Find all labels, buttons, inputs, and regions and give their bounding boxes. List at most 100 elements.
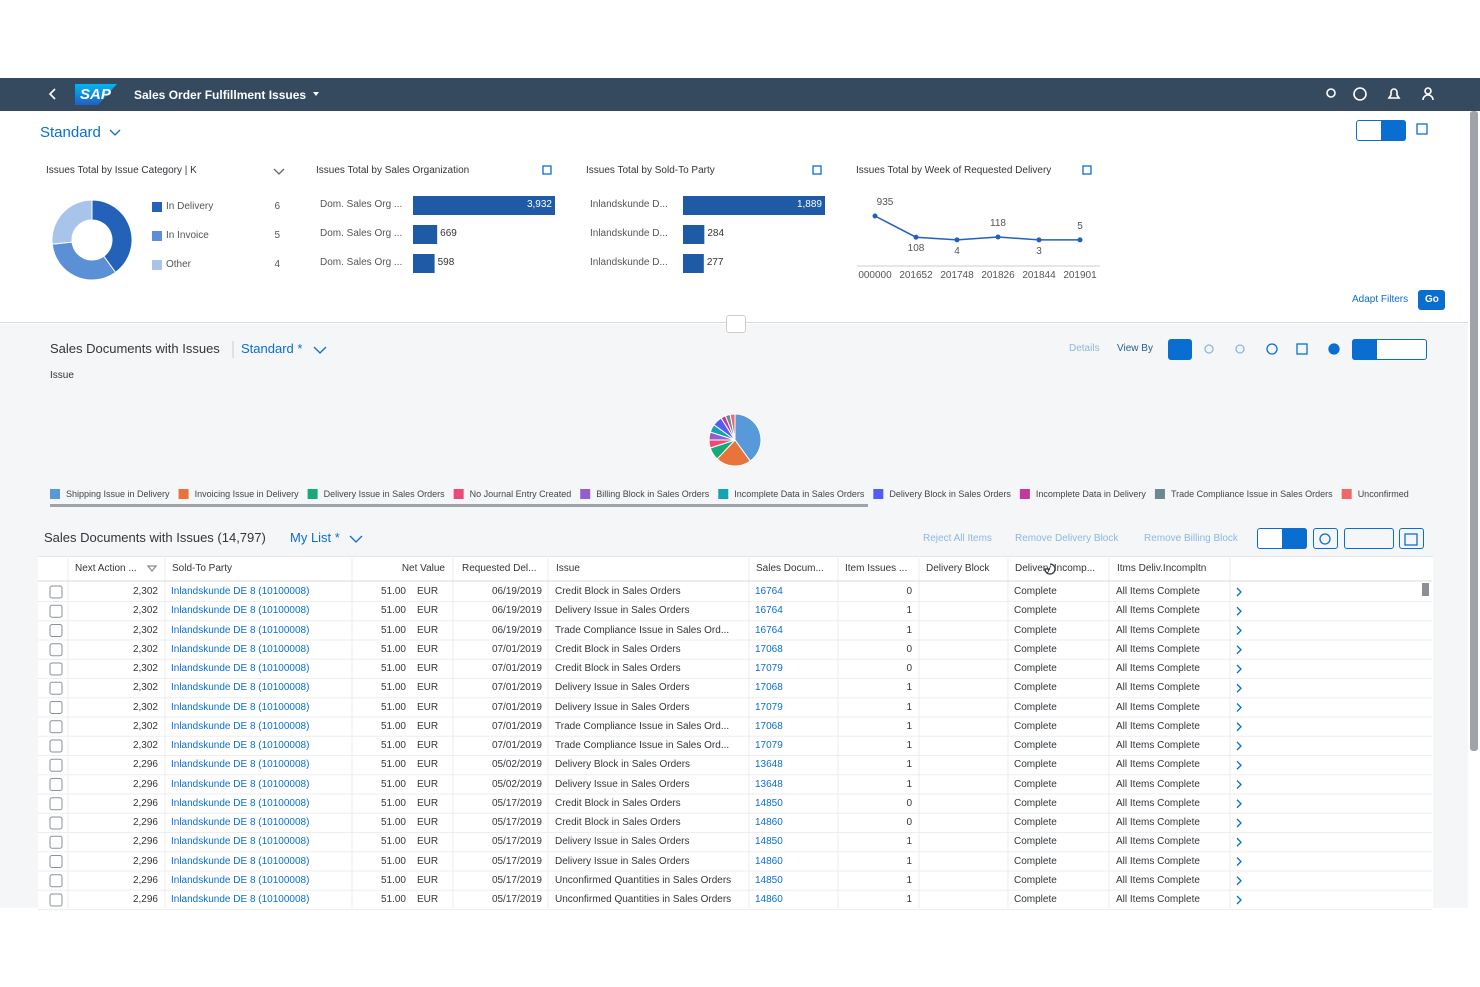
- table-fullscreen-icon[interactable]: [1404, 533, 1418, 546]
- cell-link[interactable]: Inlandskunde DE 8 (10100008): [171, 643, 310, 655]
- legend-label[interactable]: Unconfirmed: [1357, 489, 1409, 499]
- cell-link[interactable]: 16764: [755, 586, 783, 597]
- legend-label[interactable]: Incomplete Data in Delivery: [1035, 489, 1146, 499]
- cell-link[interactable]: 14850: [755, 836, 783, 848]
- cell-link[interactable]: Inlandskunde DE 8 (10100008): [171, 778, 310, 790]
- cell-link[interactable]: Inlandskunde DE 8 (10100008): [171, 836, 310, 848]
- row-checkbox[interactable]: [49, 701, 63, 714]
- card-chevron[interactable]: [273, 168, 285, 175]
- export-button[interactable]: [1344, 528, 1394, 549]
- row-checkbox[interactable]: [49, 816, 63, 830]
- user-icon[interactable]: [1424, 87, 1432, 95]
- chart-variant-chevron[interactable]: [313, 346, 327, 354]
- row-checkbox[interactable]: [49, 739, 63, 753]
- legend-label[interactable]: Shipping Issue in Delivery: [66, 489, 170, 499]
- variant-chevron[interactable]: [109, 129, 121, 136]
- cell-link[interactable]: Inlandskunde DE 8 (10100008): [171, 605, 310, 617]
- zoom-out-icon[interactable]: [1235, 344, 1245, 354]
- search-icon[interactable]: [1326, 88, 1336, 98]
- row-checkbox[interactable]: [49, 585, 63, 599]
- row-checkbox[interactable]: [49, 624, 63, 637]
- row-checkbox[interactable]: [49, 643, 63, 657]
- cell-link[interactable]: 14860: [755, 817, 783, 828]
- column-header[interactable]: Sold-To Party: [172, 563, 233, 574]
- row-checkbox[interactable]: [49, 758, 63, 772]
- cell-link[interactable]: Inlandskunde DE 8 (10100008): [171, 797, 310, 809]
- row-checkbox[interactable]: [49, 681, 63, 695]
- section-variant[interactable]: Standard *: [241, 341, 303, 356]
- legend-label[interactable]: Trade Compliance Issue in Sales Orders: [1170, 489, 1333, 499]
- cell-link[interactable]: Inlandskunde DE 8 (10100008): [171, 894, 310, 905]
- column-header[interactable]: Itms Deliv.Incompltn: [1117, 563, 1207, 574]
- settings-icon[interactable]: [1266, 343, 1278, 355]
- card-link-icon[interactable]: [1082, 165, 1092, 175]
- cell-link[interactable]: 16764: [755, 605, 783, 617]
- row-checkbox[interactable]: [49, 874, 63, 888]
- cell-link[interactable]: Inlandskunde DE 8 (10100008): [171, 817, 310, 828]
- collapse-button[interactable]: [726, 315, 746, 333]
- help-icon[interactable]: [1353, 87, 1367, 101]
- legend-label[interactable]: Incomplete Data in Sales Orders: [734, 489, 865, 499]
- back-icon[interactable]: [48, 88, 56, 100]
- toolbar-action[interactable]: Remove Billing Block: [1144, 533, 1238, 544]
- settings-button[interactable]: [1313, 528, 1338, 549]
- column-header[interactable]: Net Value: [401, 563, 445, 574]
- fullscreen-button[interactable]: [1399, 528, 1424, 549]
- cell-link[interactable]: Inlandskunde DE 8 (10100008): [171, 855, 310, 867]
- cell-link[interactable]: Inlandskunde DE 8 (10100008): [171, 682, 310, 694]
- cell-link[interactable]: 14860: [755, 894, 783, 905]
- bell-icon[interactable]: [1387, 88, 1401, 99]
- table-hide-button[interactable]: [1282, 528, 1307, 549]
- cell-link[interactable]: 17068: [755, 682, 783, 694]
- table-settings-icon[interactable]: [1319, 533, 1331, 545]
- legend-icon[interactable]: [1328, 343, 1340, 355]
- cell-link[interactable]: 17068: [755, 720, 783, 732]
- cell-link[interactable]: Inlandskunde DE 8 (10100008): [171, 740, 310, 751]
- share-icon[interactable]: [1416, 123, 1428, 135]
- card-title[interactable]: Issues Total by Week of Requested Delive…: [856, 165, 1052, 176]
- cell-link[interactable]: 17079: [755, 701, 783, 713]
- column-header[interactable]: Issue: [556, 563, 580, 574]
- view-by-label[interactable]: View By: [1117, 343, 1153, 354]
- legend-label[interactable]: No Journal Entry Created: [469, 489, 572, 499]
- column-header[interactable]: Delivery Block: [926, 563, 990, 574]
- column-header[interactable]: Next Action ...: [75, 563, 137, 574]
- cell-link[interactable]: Inlandskunde DE 8 (10100008): [171, 586, 310, 597]
- toolbar-action[interactable]: Remove Delivery Block: [1015, 533, 1119, 544]
- cell-link[interactable]: Inlandskunde DE 8 (10100008): [171, 720, 310, 732]
- cell-link[interactable]: Inlandskunde DE 8 (10100008): [171, 874, 310, 886]
- card-title[interactable]: Issues Total by Issue Category | K: [46, 165, 197, 176]
- column-header[interactable]: Sales Docum...: [756, 563, 824, 574]
- view-switch-active[interactable]: [1381, 120, 1406, 141]
- cell-link[interactable]: Inlandskunde DE 8 (10100008): [171, 624, 310, 636]
- cell-link[interactable]: 14860: [755, 855, 783, 867]
- legend-label[interactable]: Delivery Block in Sales Orders: [889, 489, 1011, 499]
- cell-link[interactable]: 13648: [755, 778, 783, 790]
- row-checkbox[interactable]: [49, 662, 63, 676]
- chart-toggle-active[interactable]: [1352, 339, 1377, 360]
- table-variant-chevron[interactable]: [349, 535, 363, 543]
- legend-label[interactable]: Invoicing Issue in Delivery: [194, 489, 299, 499]
- card-link-icon[interactable]: [812, 165, 822, 175]
- cell-link[interactable]: 13648: [755, 759, 783, 771]
- column-header[interactable]: Item Issues ...: [845, 563, 908, 574]
- details-button[interactable]: Details: [1069, 343, 1100, 354]
- legend-label[interactable]: Billing Block in Sales Orders: [596, 489, 710, 499]
- row-checkbox[interactable]: [49, 893, 63, 907]
- column-header[interactable]: Delivery Incomp...: [1015, 563, 1096, 574]
- filter-icon[interactable]: [146, 565, 158, 573]
- go-label[interactable]: Go: [1425, 294, 1439, 305]
- variant-name[interactable]: Standard: [40, 124, 101, 141]
- fullscreen-icon[interactable]: [1296, 343, 1308, 355]
- cell-link[interactable]: 17079: [755, 663, 783, 674]
- cell-link[interactable]: 14850: [755, 797, 783, 809]
- undo-icon[interactable]: [1044, 563, 1056, 575]
- table-variant[interactable]: My List *: [290, 530, 340, 545]
- row-checkbox[interactable]: [49, 835, 63, 849]
- cell-link[interactable]: 17068: [755, 643, 783, 655]
- cell-link[interactable]: Inlandskunde DE 8 (10100008): [171, 663, 310, 674]
- cell-link[interactable]: 14850: [755, 874, 783, 886]
- zoom-in-icon[interactable]: [1204, 344, 1214, 354]
- card-title[interactable]: Issues Total by Sold-To Party: [586, 165, 715, 176]
- legend-label[interactable]: Delivery Issue in Sales Orders: [323, 489, 445, 499]
